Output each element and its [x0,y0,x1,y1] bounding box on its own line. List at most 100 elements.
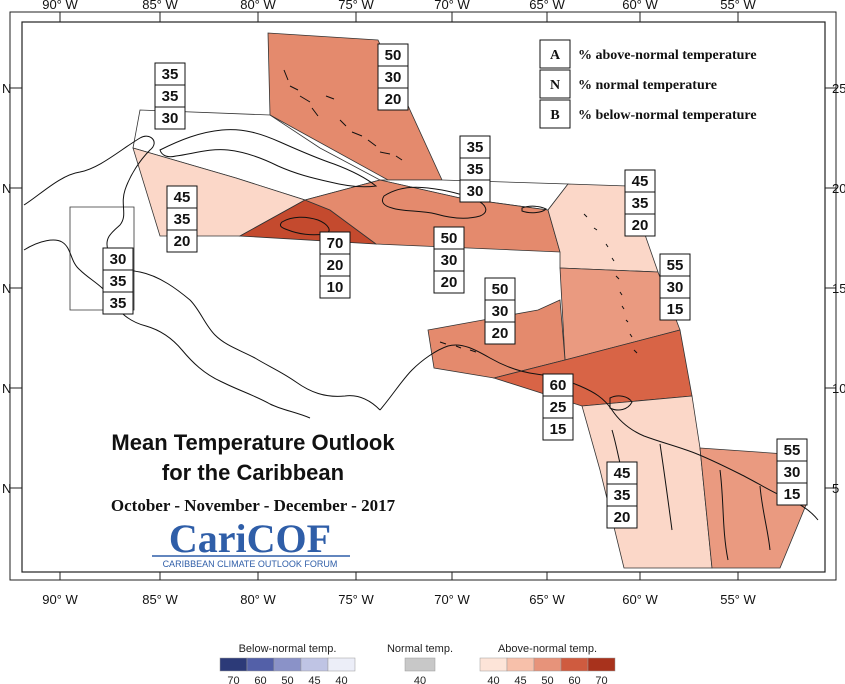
prob-cell [377,87,409,111]
prob-value-a: 50 [385,47,402,64]
colorbar-normal-swatch [404,657,436,672]
colorbar-above: Above-normal temp. 40 45 50 60 70 [479,643,616,684]
lon-label-top: 65° W [529,0,565,12]
prob-box-leeward-islands: 45 35 20 [624,169,656,237]
prob-cell [484,321,516,345]
lat-label-right: 20 [832,181,845,196]
lon-label-bottom: 75° W [338,592,374,607]
prob-box-hispaniola-south: 50 30 20 [433,226,465,294]
colorbar-above-title: Above-normal temp. [498,643,597,655]
prob-value-n: 30 [385,69,402,86]
prob-box-windward-islands: 55 30 15 [659,253,691,321]
prob-box-jamaica: 70 20 10 [319,231,351,299]
coast-guianas-rivers [611,429,771,561]
prob-value-a: 35 [467,139,484,156]
prob-value-n: 30 [667,279,684,296]
prob-value-b: 10 [327,279,344,296]
prob-box-bahamas-turks: 50 30 20 [377,43,409,111]
colorbar-below-tick: 45 [308,675,320,684]
prob-box-suriname-guiana: 55 30 15 [776,438,808,506]
coast-south-america [379,344,819,521]
prob-value-a: 35 [162,66,179,83]
colorbar-below-swatch [219,657,248,672]
colorbar-normal-title: Normal temp. [387,643,453,655]
prob-value-n: 35 [632,195,649,212]
colorbar-above-swatch [533,657,562,672]
prob-cell [102,291,134,315]
prob-cell [624,213,656,237]
lon-label-bottom: 85° W [142,592,178,607]
colorbar-above-tick: 70 [595,675,607,684]
abn-legend: A % above-normal temperature N % normal … [539,39,757,129]
caricof-logo: CariCOF CARIBBEAN CLIMATE OUTLOOK FORUM [152,516,350,569]
logo-text: CariCOF [169,516,331,561]
colorbar-below-swatch [273,657,302,672]
prob-cell [776,482,808,506]
colorbar-above-tick: 40 [487,675,499,684]
prob-value-b: 15 [550,421,567,438]
prob-value-b: 20 [632,217,649,234]
coast-lesser-antilles [583,213,638,354]
prob-cell [166,229,198,253]
map-title-line2: for the Caribbean [162,460,344,485]
prob-value-a: 50 [441,230,458,247]
prob-value-b: 30 [162,110,179,127]
lon-label-top: 60° W [622,0,658,12]
colorbar-below-swatch [300,657,329,672]
prob-value-a: 50 [492,281,509,298]
prob-box-hispaniola-north: 35 35 30 [459,135,491,203]
prob-value-b: 20 [385,91,402,108]
lon-label-bottom: 80° W [240,592,276,607]
probability-boxes: 50 30 20 35 35 30 35 35 30 45 35 20 30 35 35 70 20 10 50 30… [102,43,808,529]
coast-cuba [159,129,378,188]
legend-key-a: A [550,48,561,63]
logo-subtext: CARIBBEAN CLIMATE OUTLOOK FORUM [163,559,338,569]
lon-label-top: 80° W [240,0,276,12]
lat-label-left: N [2,381,11,396]
prob-value-n: 20 [327,257,344,274]
prob-value-n: 30 [441,252,458,269]
prob-value-n: 25 [550,399,567,416]
prob-box-west-cuba: 45 35 20 [166,185,198,253]
colorbar-below-swatch [327,657,356,672]
legend-key-box-b [539,99,571,129]
prob-box-belize: 30 35 35 [102,247,134,315]
coast-abc [439,341,477,353]
lat-label-right: 15 [832,281,845,296]
lat-label-left: N [2,181,11,196]
colorbar-above-tick: 60 [568,675,580,684]
colorbar-below-title: Below-normal temp. [239,643,337,655]
colorbar-normal: Normal temp. 40 [387,643,453,684]
prob-value-b: 20 [174,233,191,250]
lon-label-top: 55° W [720,0,756,12]
lon-label-top: 85° W [142,0,178,12]
prob-value-a: 70 [327,235,344,252]
coast-puerto-rico [521,205,547,214]
prob-value-b: 30 [467,183,484,200]
coast-trinidad [609,395,633,411]
colorbar-below-tick: 70 [227,675,239,684]
prob-value-b: 15 [784,486,801,503]
prob-value-a: 60 [550,377,567,394]
lon-label-bottom: 60° W [622,592,658,607]
lat-label-left: N [2,481,11,496]
lat-label-right: 5 [832,481,839,496]
colorbar-above-swatch [479,657,508,672]
legend-label-below: % below-normal temperature [578,108,757,123]
prob-value-b: 20 [441,274,458,291]
lon-label-bottom: 65° W [529,592,565,607]
colorbar-below-tick: 40 [335,675,347,684]
prob-cell [433,270,465,294]
prob-value-a: 55 [667,257,684,274]
colorbar-above-swatch [587,657,616,672]
map-title-line1: Mean Temperature Outlook [111,430,395,455]
longitude-ticks: 90° W 90° W 85° W 85° W 80° W 80° W 75° W 75° W… [42,0,756,607]
colorbar-below: Below-normal temp. 70 60 50 45 40 [219,643,356,684]
colorbar-normal-tick: 40 [414,675,426,684]
prob-value-a: 30 [110,251,127,268]
legend-key-box-n [539,69,571,99]
prob-value-a: 45 [174,189,191,206]
prob-value-a: 45 [614,465,631,482]
prob-value-n: 30 [492,303,509,320]
prob-value-n: 35 [110,273,127,290]
